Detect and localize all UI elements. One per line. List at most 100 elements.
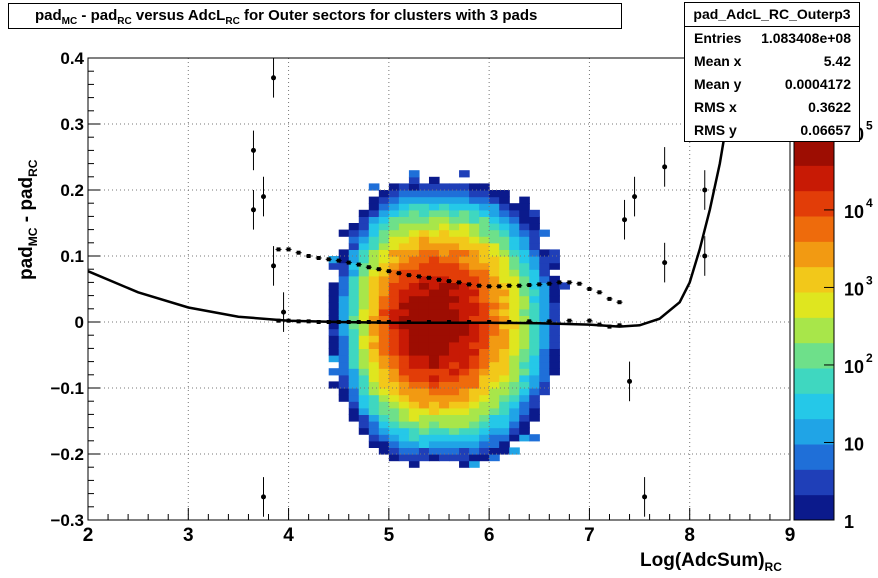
x-tick-label: 8 bbox=[684, 525, 695, 546]
heatmap-cell bbox=[328, 368, 340, 376]
heatmap-cell bbox=[388, 388, 400, 396]
heatmap-cell bbox=[449, 434, 460, 442]
heatmap-cell bbox=[479, 381, 490, 389]
heatmap-cell bbox=[479, 196, 490, 204]
title-sub-rc: RC bbox=[117, 16, 132, 27]
heatmap-cell bbox=[378, 190, 390, 198]
heatmap-cell bbox=[348, 308, 360, 316]
profile-upper-point bbox=[577, 281, 582, 286]
heatmap-cell bbox=[418, 454, 430, 462]
heatmap-cell bbox=[529, 401, 540, 409]
heatmap-cell bbox=[439, 196, 450, 204]
heatmap-cell bbox=[509, 256, 520, 264]
heatmap-cell bbox=[418, 381, 430, 389]
heatmap-cell bbox=[408, 308, 420, 316]
heatmap-cell bbox=[459, 190, 470, 198]
heatmap-cell bbox=[368, 223, 380, 231]
heatmap-cell bbox=[489, 308, 500, 316]
heatmap-cell bbox=[509, 269, 520, 277]
heatmap-cell bbox=[368, 374, 380, 382]
heatmap-cell bbox=[549, 328, 560, 336]
heatmap-cell bbox=[348, 302, 360, 310]
heatmap-cell bbox=[378, 256, 390, 264]
color-scale-band bbox=[794, 190, 834, 217]
heatmap-cell bbox=[449, 361, 460, 369]
profile-upper-point bbox=[477, 283, 482, 288]
heatmap-cell bbox=[489, 341, 500, 349]
heatmap-cell bbox=[388, 249, 400, 257]
heatmap-cell bbox=[459, 308, 470, 316]
heatmap-cell bbox=[358, 407, 370, 415]
heatmap-cell bbox=[348, 256, 360, 264]
heatmap-cell bbox=[529, 216, 540, 224]
heatmap-cell bbox=[519, 302, 530, 310]
heatmap-cell bbox=[408, 434, 420, 442]
heatmap-cell bbox=[549, 315, 560, 323]
title-pad2: - pad bbox=[77, 7, 118, 24]
profile-lower-point bbox=[306, 319, 311, 324]
heatmap-cell bbox=[368, 249, 380, 257]
heatmap-cell bbox=[549, 295, 560, 303]
heatmap-cell bbox=[439, 407, 450, 415]
heatmap-cell bbox=[358, 421, 370, 429]
heatmap-cell bbox=[489, 335, 500, 343]
heatmap-cell bbox=[338, 256, 350, 264]
heatmap-cell bbox=[428, 315, 440, 323]
heatmap-cell bbox=[519, 289, 530, 297]
heatmap-cell bbox=[489, 434, 500, 442]
heatmap-cell bbox=[519, 381, 530, 389]
heatmap-cell bbox=[338, 308, 350, 316]
outlier-point bbox=[281, 309, 287, 315]
profile-upper-point bbox=[517, 283, 522, 288]
heatmap-cell bbox=[328, 308, 340, 316]
heatmap-cell bbox=[449, 315, 460, 323]
heatmap-cell bbox=[418, 440, 430, 448]
heatmap-cell bbox=[368, 295, 380, 303]
heatmap-cell bbox=[499, 348, 510, 356]
heatmap-cell bbox=[368, 355, 380, 363]
heatmap-cell bbox=[479, 348, 490, 356]
heatmap-cell bbox=[368, 289, 380, 297]
heatmap-cell bbox=[398, 368, 410, 376]
heatmap-cell bbox=[388, 302, 400, 310]
heatmap-cell bbox=[539, 295, 550, 303]
heatmap-cell bbox=[529, 256, 540, 264]
heatmap-cell bbox=[388, 275, 400, 283]
heatmap-cell bbox=[549, 262, 560, 270]
heatmap-cell bbox=[449, 368, 460, 376]
heatmap-cell bbox=[509, 414, 520, 422]
heatmap-cell bbox=[499, 388, 510, 396]
heatmap-cell bbox=[459, 183, 470, 191]
heatmap-cell bbox=[449, 275, 460, 283]
heatmap-cell bbox=[368, 328, 380, 336]
heatmap-cell bbox=[549, 289, 560, 297]
heatmap-cell bbox=[439, 427, 450, 435]
heatmap-cell bbox=[499, 203, 510, 211]
heatmap-cell bbox=[479, 203, 490, 211]
heatmap-cell bbox=[418, 242, 430, 250]
heatmap-cell bbox=[348, 348, 360, 356]
heatmap-cell bbox=[418, 341, 430, 349]
profile-upper-point bbox=[467, 282, 472, 287]
heatmap-cell bbox=[358, 209, 370, 217]
heatmap-cell bbox=[479, 190, 490, 198]
heatmap-cell bbox=[388, 414, 400, 422]
heatmap-cell bbox=[469, 407, 480, 415]
heatmap-cell bbox=[469, 302, 480, 310]
heatmap-cell bbox=[519, 308, 530, 316]
profile-upper-point bbox=[276, 247, 281, 252]
heatmap-cell bbox=[358, 315, 370, 323]
heatmap-cell bbox=[479, 256, 490, 264]
heatmap-cell bbox=[499, 401, 510, 409]
heatmap-cell bbox=[479, 308, 490, 316]
heatmap-cell bbox=[398, 322, 410, 330]
heatmap-cell bbox=[418, 374, 430, 382]
heatmap-cell bbox=[539, 302, 550, 310]
heatmap-cell bbox=[499, 335, 510, 343]
heatmap-cell bbox=[358, 236, 370, 244]
heatmap-cell bbox=[348, 361, 360, 369]
heatmap-cell bbox=[539, 335, 550, 343]
heatmap-cell bbox=[469, 401, 480, 409]
heatmap-cell bbox=[529, 302, 540, 310]
heatmap-cell bbox=[489, 262, 500, 270]
